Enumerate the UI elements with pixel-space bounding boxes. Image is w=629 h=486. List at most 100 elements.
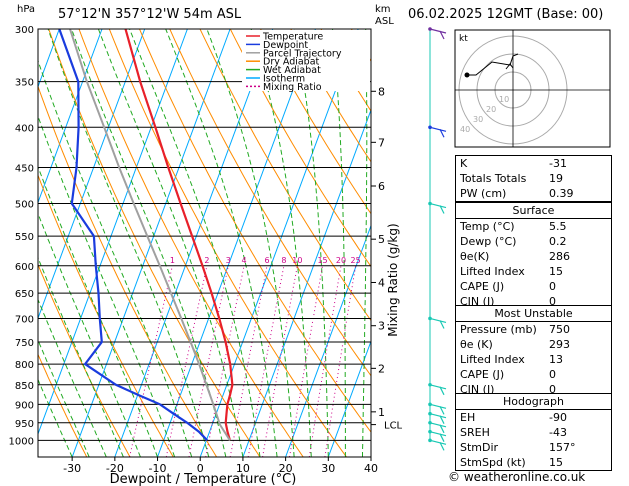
pressure-tick-label: 500 [15,200,34,211]
table-row: CAPE (J) 0 [456,367,611,382]
wind-barb-feather [439,406,445,415]
wind-barb [429,413,447,419]
km-tick-label: 1 [378,406,385,419]
temperature-tick-label: -20 [106,462,124,475]
km-tick-label: 2 [378,362,385,375]
wet-adiabat-line [38,59,193,457]
mixing-ratio-label: 15 [317,256,327,265]
mixing-ratio-line [324,265,357,457]
wet-adiabat-line [362,29,368,457]
location-title: 57°12'N 357°12'W 54m ASL [58,7,242,22]
hodograph-ring-label: 40 [460,125,470,134]
pressure-unit-label: hPa [17,4,36,15]
wet-adiabat-line [38,298,107,457]
table-row-label: Pressure (mb) [460,323,537,336]
legend-entry-label: Mixing Ratio [263,82,322,93]
pressure-tick-label: 750 [15,338,34,349]
wind-barb [429,431,447,437]
legend-entry-label: Dry Adiabat [263,57,320,68]
table-row-label: CAPE (J) [460,280,505,293]
wet-adiabat-line [38,338,90,457]
pressure-tick-label: 600 [15,262,34,273]
table-row: StmDir 157° [456,440,611,455]
hodograph-ring-label: 30 [473,115,483,124]
wind-barb-feather [439,30,445,40]
wind-barb [429,384,447,390]
mixing-ratio-label: 10 [292,256,302,265]
hodograph-ring-label: 20 [486,105,496,114]
mixing-ratio-label: 8 [281,256,286,265]
wind-barb-dot [428,125,432,130]
mixing-ratio-line [165,265,208,457]
mixing-ratio-label: 1 [170,256,175,265]
legend-entry-label: Dewpoint [263,40,308,51]
hodograph-unit: kt [459,34,468,44]
table-row-label: Lifted Index [460,265,525,278]
dry-adiabat-line [38,85,218,457]
wind-barb-dot [428,201,432,206]
hodograph-box [454,29,611,148]
table-section-title: Hodograph [503,395,564,408]
table-row: EH -90 [456,409,611,425]
wet-adiabat-line [206,29,295,457]
wind-barb-feather [439,424,445,434]
table-row-label: CIN (J) [460,295,495,308]
isotherm-line [242,108,371,457]
table-row: CIN (J) 0 [456,382,611,397]
wet-adiabat-line [293,29,329,457]
dry-adiabat-line [260,29,371,215]
table-row: Dewp (°C) 0.2 [456,234,611,249]
isotherm-line [327,339,371,457]
wind-barb [429,317,447,324]
hodograph-table: Hodograph EH -90 SREH -43 StmDir 157° StmSpd (k… [455,393,612,471]
wind-barb-feather [439,433,445,442]
wet-adiabat-line [165,29,278,457]
wind-barb-dot [428,411,432,416]
pressure-tick-label: 850 [15,381,34,392]
wind-barb-dot [428,316,432,321]
wet-adiabat-line [71,29,227,457]
table-row-label: SREH [460,426,490,439]
dry-adiabat-line [78,29,304,457]
legend-entry-label: Temperature [262,32,323,43]
legend-box [242,30,370,91]
table-row-value: 0 [549,383,556,396]
table-row: Temp (°C) 5.5 [456,218,611,234]
legend-entry-label: Wet Adiabat [263,65,321,76]
mixing-ratio-line [289,265,323,457]
table-row: Totals Totals 19 [456,171,611,186]
table-row: Lifted Index 15 [456,264,611,279]
table-section-title: Most Unstable [494,307,573,320]
table-row-label: CAPE (J) [460,368,505,381]
wind-barb-feather [439,415,445,424]
storm-motion-arrow [505,63,514,70]
table-row-label: θe(K) [460,250,490,263]
km-tick-label: 3 [378,320,385,333]
pressure-tick-label: 550 [15,232,34,243]
table-row-label: Temp (°C) [460,220,515,233]
temperature-tick-label: -10 [149,462,167,475]
mixing-ratio-label: 20 [336,256,346,265]
table-row-value: 0.2 [549,235,567,248]
table-row-label: StmSpd (kt) [460,456,526,469]
table-row: CIN (J) 0 [456,294,611,309]
legend-entry-label: Parcel Trajectory [263,48,342,59]
dry-adiabat-line [169,29,371,377]
km-tick-label: 4 [378,276,385,289]
dry-adiabat-line [38,173,174,457]
pressure-tick-label: 700 [15,314,34,325]
wind-barb [429,202,447,209]
dry-adiabat-line [199,29,371,322]
table-row: PW (cm) 0.39 [456,186,611,201]
km-unit: km [375,4,391,15]
km-unit-label: km ASL [375,4,394,28]
isotherm-line [285,224,371,457]
table-row-value: 0.39 [549,187,574,200]
wet-adiabat-line [250,29,312,457]
wet-adiabat-line [129,29,261,457]
table-row: StmSpd (kt) 15 [456,455,611,470]
temperature-tick-label: 40 [364,462,378,475]
wind-barb [429,403,447,409]
most-unstable-table: Most Unstable Pressure (mb) 750 θe (K) 293 Li… [455,305,612,398]
dry-adiabat-line [139,29,371,433]
